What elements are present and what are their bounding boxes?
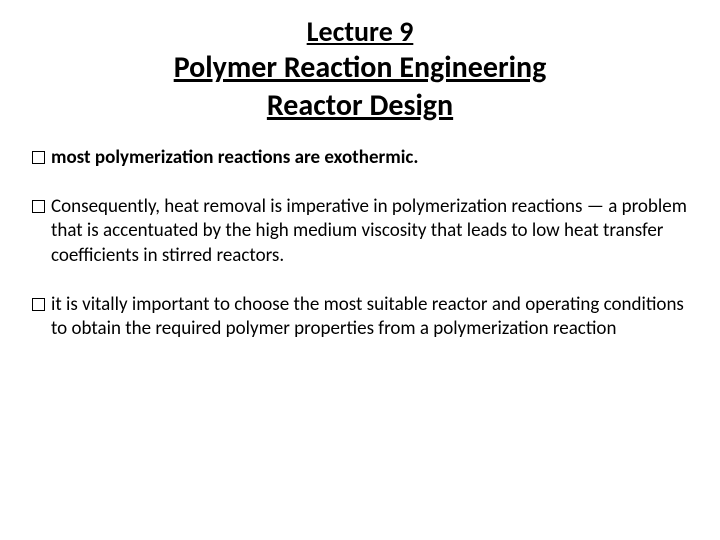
- bullet-item: it is vitally important to choose the mo…: [32, 293, 688, 342]
- title-lecture-number: Lecture 9: [28, 14, 692, 49]
- hollow-square-icon: [32, 298, 45, 311]
- title-line-3: Reactor Design: [28, 87, 692, 125]
- bullet-item: most polymerization reactions are exothe…: [32, 146, 688, 171]
- slide-title: Lecture 9 Polymer Reaction Engineering R…: [28, 14, 692, 124]
- bullet-list: most polymerization reactions are exothe…: [28, 146, 692, 342]
- hollow-square-icon: [32, 200, 45, 213]
- bullet-item: Consequently, heat removal is imperative…: [32, 195, 688, 269]
- bullet-text: most polymerization reactions are exothe…: [51, 146, 688, 171]
- title-line-2: Polymer Reaction Engineering: [28, 49, 692, 87]
- bullet-text: it is vitally important to choose the mo…: [51, 293, 688, 342]
- bullet-text: Consequently, heat removal is imperative…: [51, 195, 688, 269]
- hollow-square-icon: [32, 151, 45, 164]
